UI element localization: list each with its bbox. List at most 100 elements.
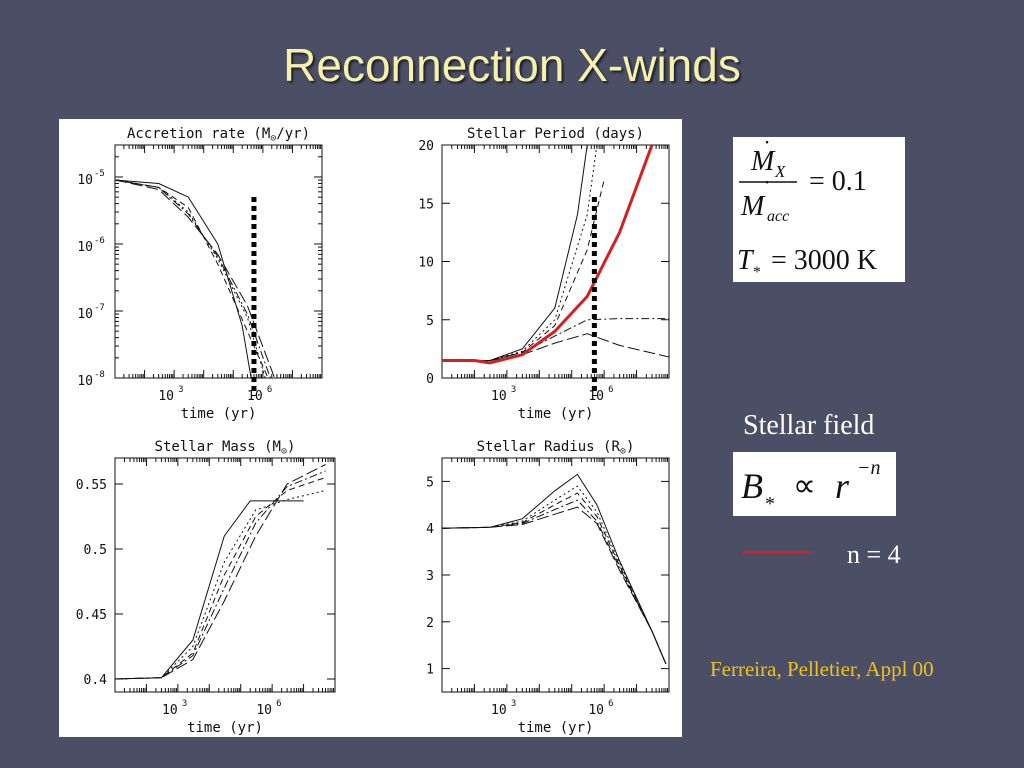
solar-symbol: ⊙ (620, 446, 626, 457)
y-tick-label: 10 (418, 256, 434, 271)
proportional-symbol: ∝ (793, 467, 816, 503)
series-line (442, 492, 667, 665)
plot-frame (114, 457, 336, 693)
panel-radius: 10 3 10 6 1 2 3 4 5 Stellar Radius (R⊙) time (yr) (426, 439, 670, 736)
plot-title: Stellar Radius (R⊙) (477, 439, 635, 457)
equation-svg: ˙ M X ˙ M acc = 0.1 T * = 3000 K (737, 137, 877, 281)
stellar-field-label: Stellar field (743, 410, 875, 441)
series-line-highlight (442, 145, 654, 365)
x-tick-label: 10 (491, 703, 507, 718)
x-tick-label: 10 (247, 389, 263, 404)
series-line (442, 473, 667, 665)
y-tick-label: 4 (426, 522, 434, 537)
plot-title: Accretion rate (M⊙/yr) (127, 126, 310, 144)
x-tick-exponent: 3 (178, 385, 183, 395)
x-tick-label: 10 (588, 389, 604, 404)
plot-frame (114, 144, 323, 379)
y-tick-exponent: -5 (94, 169, 105, 179)
y-tick-label: 0.4 (84, 673, 108, 688)
series-line (115, 470, 326, 680)
y-tick-label: 1 (426, 663, 434, 678)
series-line (442, 179, 605, 361)
y-tick-label: 0.45 (76, 608, 107, 623)
x-axis-label: time (yr) (518, 406, 594, 422)
eq-field-rhs: r (835, 466, 850, 506)
panel-mass: 10 3 10 6 0.4 0.45 0.5 0.55 Stellar Mass (M⊙) tim… (76, 439, 336, 736)
series-line (115, 179, 271, 378)
legend-label: n = 4 (847, 540, 901, 569)
eq-den-sub: acc (767, 208, 789, 225)
series-line (442, 485, 667, 665)
dot-accent: ˙ (763, 177, 771, 203)
y-tick-label: 2 (426, 616, 434, 631)
series-line (442, 145, 588, 361)
series-line (115, 490, 326, 680)
y-tick-label: 0.5 (84, 543, 107, 558)
y-tick-label: 10 (77, 307, 93, 322)
y-tick-label: 5 (426, 475, 434, 490)
y-tick-label: 20 (418, 139, 434, 154)
y-tick-label: 0.55 (76, 478, 107, 493)
series-line (115, 477, 326, 680)
simulation-figure: 10 3 10 6 10 -5 10 -6 10 -7 10 -8 Accretion rate (M⊙… (59, 119, 682, 737)
x-tick-exponent: 3 (182, 699, 187, 709)
citation: Ferreira, Pelletier, Appl 00 (710, 657, 934, 681)
x-tick-exponent: 6 (608, 385, 613, 395)
x-axis-label: time (yr) (518, 720, 594, 736)
field-equation-svg: B * ∝ r −n (741, 457, 881, 515)
x-tick-exponent: 3 (511, 699, 516, 709)
eq-temp-lhs: T (737, 245, 755, 276)
series-line (115, 179, 276, 378)
eq-field-exp: −n (857, 457, 881, 479)
x-tick-label: 10 (158, 389, 174, 404)
series-line (442, 318, 669, 361)
plot-title-suffix: ) (287, 439, 295, 455)
y-tick-exponent: -8 (94, 370, 105, 380)
plot-title-text: Stellar Mass (M (155, 439, 281, 455)
eq-temp-sub: * (753, 264, 761, 281)
field-equation-box: B * ∝ r −n (733, 452, 896, 516)
series-line (115, 464, 326, 680)
y-tick-label: 10 (77, 374, 93, 389)
x-axis-label: time (yr) (187, 720, 263, 736)
slide-title: Reconnection X-winds (283, 39, 741, 91)
equation-box: ˙ M X ˙ M acc = 0.1 T * = 3000 K (733, 137, 905, 282)
y-tick-label: 3 (426, 569, 434, 584)
series-group (442, 145, 669, 365)
plot-frame (441, 457, 670, 693)
plot-title: Stellar Period (days) (467, 126, 644, 142)
y-tick-label: 15 (418, 197, 434, 212)
x-tick-exponent: 6 (276, 699, 281, 709)
plot-title-suffix: /yr) (276, 126, 310, 142)
panel-period: 10 3 10 6 0 5 10 15 20 Stellar Period (days) time … (418, 126, 670, 422)
plot-title-suffix: ) (626, 439, 634, 455)
y-tick-label: 0 (426, 372, 434, 387)
series-line (442, 506, 667, 665)
solar-symbol: ⊙ (281, 446, 287, 457)
y-tick-exponent: -6 (94, 236, 105, 246)
eq-den: M (740, 191, 766, 222)
y-tick-label: 5 (426, 314, 434, 329)
x-tick-exponent: 3 (511, 385, 516, 395)
dot-accent: ˙ (763, 137, 771, 163)
x-tick-exponent: 6 (267, 385, 272, 395)
series-group (115, 179, 276, 378)
x-tick-exponent: 6 (608, 699, 613, 709)
series-group (115, 464, 326, 680)
y-tick-exponent: -7 (94, 303, 105, 313)
x-axis-label: time (yr) (181, 406, 257, 422)
legend-red-line (742, 551, 812, 554)
series-group (442, 473, 667, 665)
y-tick-label: 10 (77, 240, 93, 255)
eq-num-sub: X (774, 162, 786, 181)
series-line (442, 333, 669, 361)
eq-ratio-value: = 0.1 (809, 166, 867, 197)
eq-num: M (750, 146, 776, 177)
eq-field-sub: * (765, 493, 775, 515)
series-line (115, 179, 252, 378)
y-tick-label: 10 (77, 173, 93, 188)
solar-symbol: ⊙ (270, 133, 276, 144)
series-line (442, 145, 598, 361)
x-tick-label: 10 (256, 703, 272, 718)
